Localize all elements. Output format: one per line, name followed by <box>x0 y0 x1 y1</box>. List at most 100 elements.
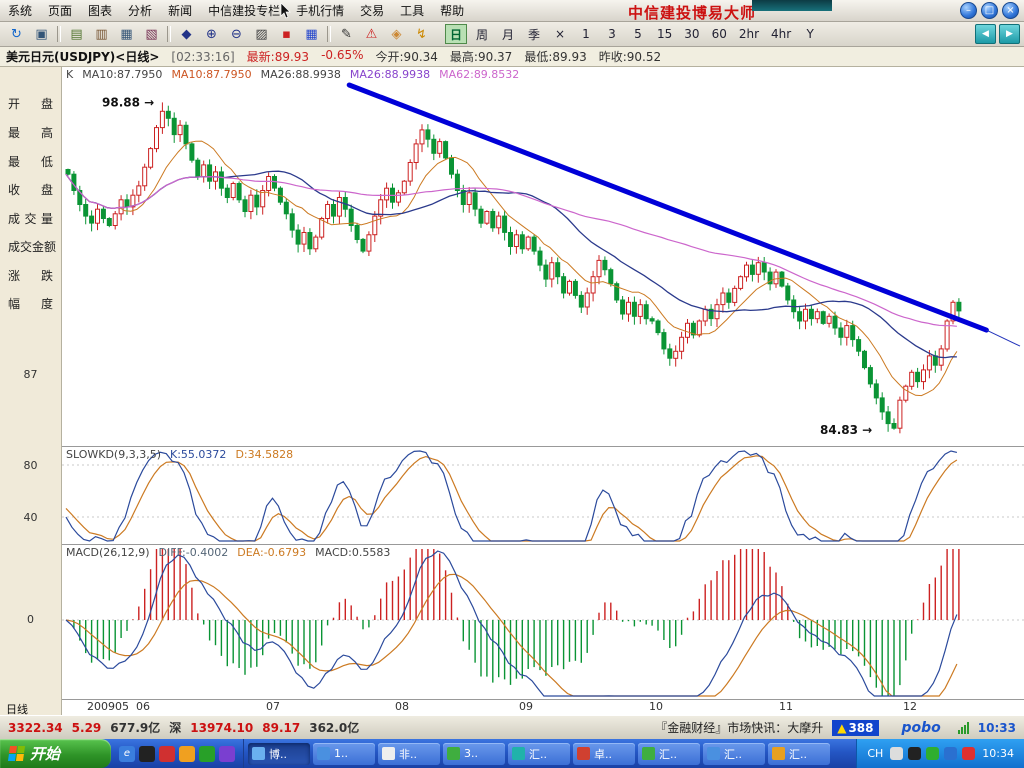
menu-item-2[interactable]: 图表 <box>88 4 113 18</box>
start-label: 开始 <box>30 745 61 763</box>
quick-browser-icon[interactable] <box>219 745 235 762</box>
candle-body <box>443 141 449 159</box>
language-indicator[interactable]: CH <box>867 747 884 760</box>
macd-dea-line <box>65 573 958 697</box>
menu-item-9[interactable]: 帮助 <box>440 4 465 18</box>
candle-body <box>649 318 655 322</box>
task-button-3[interactable]: 3.. <box>443 742 505 765</box>
period-button-日[interactable]: 日 <box>445 24 467 44</box>
period-button-60[interactable]: 60 <box>711 27 727 41</box>
period-button-15[interactable]: 15 <box>657 27 673 41</box>
period-button-30[interactable]: 30 <box>684 27 700 41</box>
zoom-out-icon[interactable]: ⊖ <box>231 26 242 42</box>
legend-item-3: MACD:0.5583 <box>315 546 391 559</box>
candle-body <box>838 327 844 338</box>
world-market-icon[interactable]: ▥ <box>95 26 108 42</box>
alert-icon[interactable]: ⚠ <box>365 26 378 42</box>
period-button-4hr[interactable]: 4hr <box>771 27 792 41</box>
minimize-button[interactable]: – <box>960 2 977 19</box>
theme-icon[interactable]: ◈ <box>391 26 402 42</box>
candle-body <box>891 423 897 429</box>
macd-panel: MACD(26,12,9) DIFF:-0.4002 DEA:-0.6793 MACD… <box>62 545 1024 700</box>
table-icon[interactable]: ▦ <box>305 26 318 42</box>
left-gutter: 开盘最高最低收盘成交量成交金额涨跌幅度 87 80 40 0 日线 <box>0 67 62 716</box>
period-button-月[interactable]: 月 <box>501 27 514 42</box>
menu-item-6[interactable]: 手机行情 <box>296 4 345 18</box>
candle-body <box>89 215 95 224</box>
quick-media-icon[interactable] <box>159 745 175 762</box>
task-button-7[interactable]: 汇.. <box>703 742 765 765</box>
flash-icon[interactable]: ↯ <box>416 26 427 42</box>
month-tick-08: 08 <box>395 700 409 713</box>
period-button-5[interactable]: 5 <box>634 27 642 41</box>
candle-body <box>726 292 732 303</box>
tray-security-icon[interactable] <box>926 747 940 760</box>
period-button-1[interactable]: 1 <box>582 27 590 41</box>
candle-body <box>673 350 679 359</box>
fx-board-icon[interactable]: ▦ <box>120 26 133 42</box>
menu-item-1[interactable]: 页面 <box>48 4 73 18</box>
period-button-周[interactable]: 周 <box>475 27 488 42</box>
menu-item-3[interactable]: 分析 <box>128 4 153 18</box>
task-button-icon <box>447 747 460 760</box>
quick-qq-icon[interactable] <box>139 745 155 762</box>
save-icon[interactable]: ▪ <box>282 26 291 42</box>
tray-keyboard-icon[interactable] <box>890 747 904 760</box>
page-left-button[interactable]: ◀ <box>975 24 996 44</box>
period-button-2hr[interactable]: 2hr <box>738 27 760 41</box>
monitor-icon[interactable]: ▣ <box>35 26 48 42</box>
app-title: 中信建投博易大师 <box>628 4 757 22</box>
menu-item-7[interactable]: 交易 <box>360 4 385 18</box>
candle-body <box>761 262 767 273</box>
tray-alert-icon[interactable] <box>962 747 976 760</box>
news-badge[interactable]: ▲ 388 <box>832 719 879 736</box>
candle-body <box>749 264 755 275</box>
quote-list-icon[interactable]: ▤ <box>70 26 83 42</box>
signal-strength-icon <box>957 721 969 734</box>
sidebar-field-char: 幅 <box>8 297 21 311</box>
task-button-4[interactable]: 汇.. <box>508 742 570 765</box>
period-button-Y[interactable]: Y <box>806 27 814 41</box>
menu-item-0[interactable]: 系统 <box>8 4 33 18</box>
task-button-6[interactable]: 汇.. <box>638 742 700 765</box>
period-button-×[interactable]: × <box>554 27 566 41</box>
candle-body <box>685 322 690 338</box>
period-button-季[interactable]: 季 <box>527 27 540 42</box>
candle-body <box>637 304 643 317</box>
quick-music-icon[interactable] <box>179 745 195 762</box>
start-button[interactable]: 开始 <box>0 739 111 768</box>
news-ticker[interactable]: 『金融财经』市场快讯：大摩升 <box>655 721 824 735</box>
quick-msg-icon[interactable] <box>199 745 215 762</box>
task-button-0[interactable]: 博.. <box>248 742 310 765</box>
task-button-1[interactable]: 1.. <box>313 742 375 765</box>
candle-body <box>873 383 879 399</box>
candle-body <box>136 185 142 196</box>
draw-line-icon[interactable]: ✎ <box>341 26 352 42</box>
menu-item-4[interactable]: 新闻 <box>168 4 193 18</box>
close-button[interactable]: × <box>1002 2 1019 19</box>
tray-pobo-icon[interactable] <box>944 747 958 760</box>
period-button-3[interactable]: 3 <box>608 27 616 41</box>
tray-qq-icon[interactable] <box>908 747 922 760</box>
task-button-5[interactable]: 卓.. <box>573 742 635 765</box>
trendline[interactable] <box>346 82 989 333</box>
menu-item-5[interactable]: 中信建投专栏 <box>208 4 281 18</box>
candle-body <box>850 325 856 341</box>
quote-field-4: 最低:89.93 <box>524 50 587 64</box>
menu-item-8[interactable]: 工具 <box>400 4 425 18</box>
task-button-2[interactable]: 非.. <box>378 742 440 765</box>
candle-body <box>720 292 726 306</box>
sh-index-value: 3322.34 <box>8 720 63 735</box>
candle-body <box>643 304 649 320</box>
kline-chart-icon[interactable]: ◆ <box>181 26 192 42</box>
commodity-icon[interactable]: ▧ <box>145 26 158 42</box>
refresh-icon[interactable]: ↻ <box>11 26 22 42</box>
maximize-button[interactable]: □ <box>981 2 998 19</box>
task-button-8[interactable]: 汇.. <box>768 742 830 765</box>
quote-time: [02:33:16] <box>171 49 235 64</box>
page-right-button[interactable]: ▶ <box>999 24 1020 44</box>
printer-icon[interactable]: ▨ <box>255 26 268 42</box>
quick-ie-icon[interactable]: e <box>119 745 135 762</box>
zoom-in-icon[interactable]: ⊕ <box>206 26 217 42</box>
candle-body <box>755 262 761 275</box>
